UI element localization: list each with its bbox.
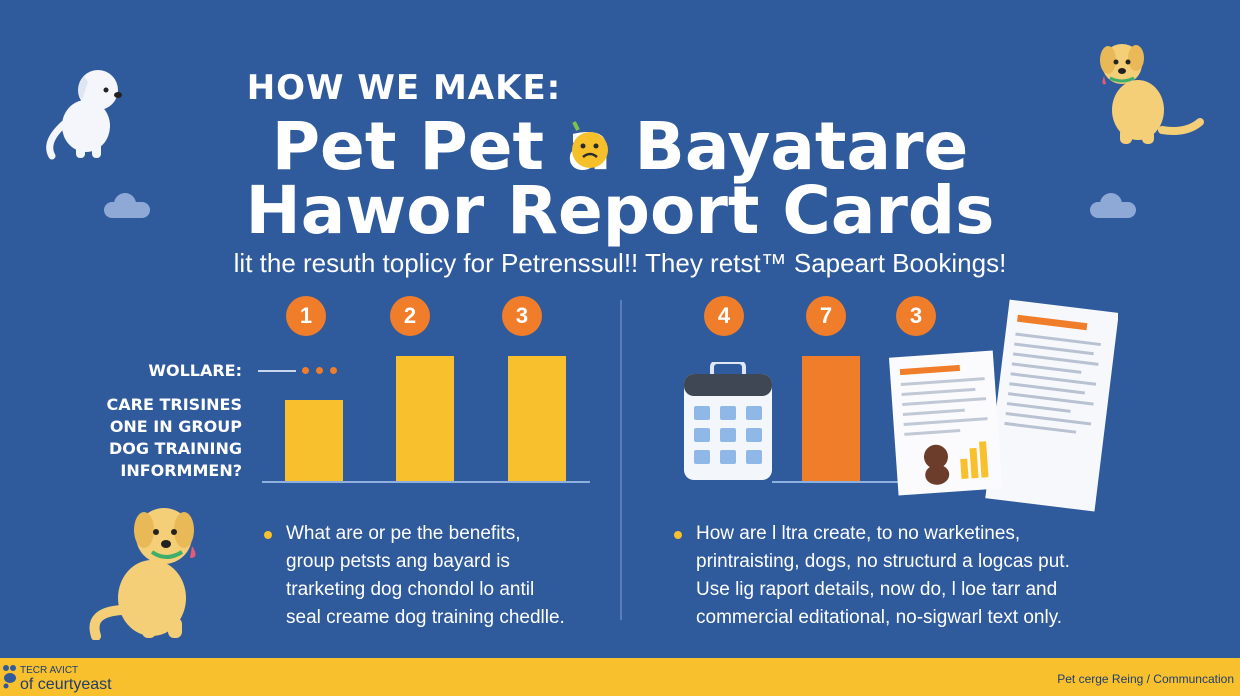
main-title-line-2: Hawor Report Cards — [245, 172, 995, 249]
step-number: 1 — [286, 296, 326, 336]
subtitle: lit the resuth toplicy for Petrenssul!! … — [233, 248, 1007, 278]
step-number: 3 — [502, 296, 542, 336]
panel-label-line: CARE TRISINES — [106, 395, 242, 414]
orange-dot — [302, 367, 309, 374]
bar — [508, 356, 566, 482]
cloud-icon — [104, 193, 150, 218]
worried-face-icon — [572, 121, 608, 168]
main-title-line-1: Pet Pet a Bayatare — [271, 108, 969, 185]
chart-baseline — [262, 481, 590, 483]
golden-dog-icon — [89, 508, 196, 640]
step-number: 7 — [806, 296, 846, 336]
footer-bar — [0, 658, 1240, 696]
golden-dog-icon — [1100, 44, 1204, 144]
bullet-line: How are l ltra create, to no warketines, — [696, 523, 1021, 544]
label-connector-line — [258, 370, 296, 372]
orange-dot — [330, 367, 337, 374]
footer-brand: TECR AVICT of ceurtyeast — [20, 664, 112, 693]
cloud-icon — [1090, 193, 1136, 218]
bullet-dot — [674, 531, 682, 539]
white-dog-icon — [46, 70, 122, 160]
bullet-line: trarketing dog chondol lo antil — [286, 579, 535, 600]
report-card-document-icon — [888, 299, 1118, 512]
chart-baseline — [772, 481, 912, 483]
bullet-line: seal creame dog training chedlle. — [286, 607, 565, 628]
bullet-line: commercial editational, no-sigwarl text … — [696, 607, 1063, 628]
paw-print-icon — [3, 665, 16, 689]
step-number: 3 — [896, 296, 936, 336]
footer-brand-name: of ceurtyeast — [20, 676, 112, 693]
eyebrow-heading: HOW WE MAKE: — [246, 68, 562, 108]
bar — [802, 356, 860, 482]
footer-caption: Pet cerge Reing / Communcation — [1057, 672, 1234, 686]
bullet-line: Use lig raport details, now do, l loe ta… — [696, 579, 1058, 600]
left-bullet-text: What are or pe the benefits, group petst… — [286, 520, 565, 632]
bar — [396, 356, 454, 482]
panel-label-line: DOG TRAINING — [108, 439, 242, 458]
panel-divider — [620, 300, 622, 620]
step-number: 2 — [390, 296, 430, 336]
bullet-line: What are or pe the benefits, — [286, 523, 521, 544]
step-number: 4 — [704, 296, 744, 336]
right-bullet-text: How are l ltra create, to no warketines,… — [696, 520, 1070, 632]
calendar-icon — [684, 362, 772, 480]
bar — [285, 400, 343, 482]
bullet-line: group petsts ang bayard is — [286, 551, 510, 572]
panel-label-line: INFORMMEN? — [120, 461, 242, 480]
panel-label-top: WOLLARE: — [148, 361, 242, 380]
orange-dot — [316, 367, 323, 374]
footer-brand-small: TECR AVICT — [20, 665, 79, 676]
panel-label-line: ONE IN GROUP — [109, 417, 242, 436]
bullet-dot — [264, 531, 272, 539]
bullet-line: printraisting, dogs, no structurd a logc… — [696, 551, 1070, 572]
